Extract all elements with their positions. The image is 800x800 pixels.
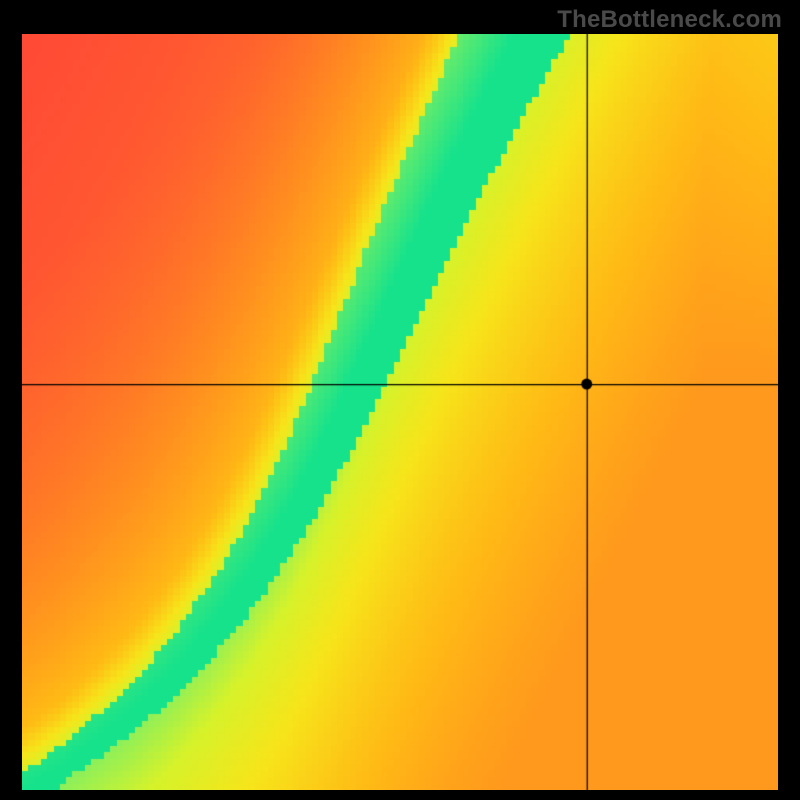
crosshair-overlay: [22, 34, 778, 790]
watermark-text: TheBottleneck.com: [557, 6, 782, 34]
chart-container: TheBottleneck.com: [0, 0, 800, 800]
